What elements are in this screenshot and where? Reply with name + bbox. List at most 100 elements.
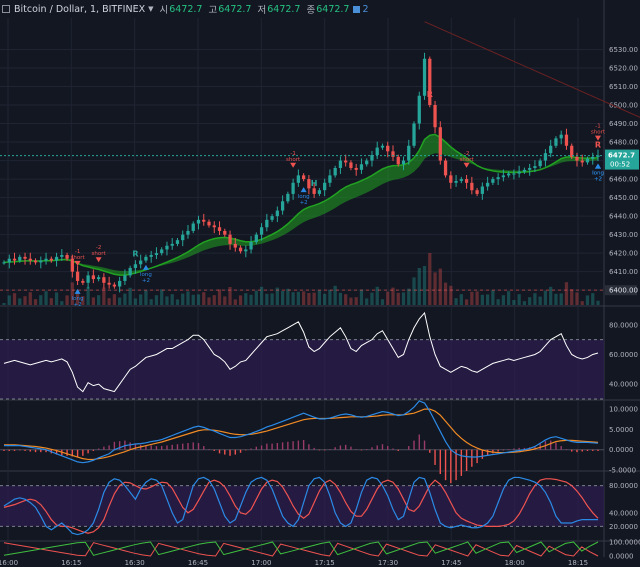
volume-bar — [317, 290, 322, 305]
volume-bar — [123, 293, 127, 305]
volume-bar — [54, 292, 59, 305]
candle-body — [139, 260, 143, 265]
candle-body — [175, 240, 180, 244]
candle-body — [570, 145, 574, 157]
candle-body — [512, 173, 516, 175]
buy-signal-label: long — [298, 194, 310, 200]
volume-bar — [580, 301, 584, 305]
candle-body — [412, 123, 416, 146]
sell-signal-sub: -1 — [75, 249, 80, 255]
candle-body — [449, 175, 453, 183]
y-tick-label: 6520.00 — [609, 64, 638, 72]
volume-bar — [207, 297, 211, 305]
candle-body — [54, 256, 59, 261]
candle-body — [438, 127, 442, 161]
ema-fast-line — [3, 133, 599, 276]
y-tick-label: 80.0000 — [609, 482, 638, 490]
volume-bar — [491, 290, 495, 305]
candle-body — [12, 258, 17, 261]
volume-bar — [191, 294, 195, 305]
volume-bar — [496, 299, 500, 305]
stoch-d-line — [3, 478, 599, 534]
candle-body — [317, 190, 322, 194]
volume-bar — [401, 292, 406, 305]
volume-bar — [175, 299, 180, 305]
ohlc-high-value: 6472.7 — [218, 3, 252, 15]
y-tick-label: 6440.00 — [609, 213, 638, 221]
last-price-label: 6472.7 — [608, 152, 635, 160]
volume-bar — [386, 291, 390, 305]
candle-body — [585, 158, 590, 163]
volume-bar — [139, 294, 143, 305]
indicator-count[interactable]: 2 — [362, 3, 369, 15]
candle-body — [328, 175, 332, 183]
stoch-k-line — [3, 476, 598, 536]
candle-body — [238, 247, 243, 252]
candle-body — [407, 145, 411, 161]
y-tick-label: 6490.00 — [609, 120, 638, 128]
pattern-marker: R — [595, 141, 601, 150]
volume-bar — [259, 286, 264, 305]
sell-arrow-icon — [290, 162, 297, 168]
candle-body — [18, 256, 22, 261]
volume-bar — [217, 289, 222, 305]
candle-body — [81, 280, 85, 283]
ohlc-low-label: 저 — [257, 5, 267, 16]
candle-body — [380, 145, 385, 148]
candle-body — [470, 182, 474, 191]
volume-bar — [443, 282, 448, 305]
volume-bar — [212, 295, 216, 305]
candle-body — [228, 234, 232, 244]
volume-bar — [428, 253, 432, 305]
volume-bar — [60, 301, 64, 305]
volume-bar — [107, 298, 111, 305]
collapse-icon[interactable] — [2, 5, 10, 13]
volume-bar — [2, 303, 6, 305]
volume-bar — [501, 295, 506, 305]
volume-bar — [538, 296, 542, 305]
volume-bar — [244, 293, 248, 305]
volume-bar — [412, 277, 416, 305]
candle-body — [133, 264, 138, 268]
volume-bar — [349, 297, 353, 305]
y-tick-label: 6500.00 — [609, 102, 638, 110]
buy-arrow-icon — [300, 187, 307, 193]
y-tick-label: 0.0000 — [609, 553, 634, 561]
x-tick-label: 17:45 — [441, 559, 461, 567]
candle-body — [480, 186, 484, 194]
candle-body — [559, 134, 563, 139]
buy-arrow-icon — [74, 288, 81, 294]
y-tick-label: 6530.00 — [609, 46, 638, 54]
candle-body — [517, 171, 521, 174]
candle-body — [491, 179, 495, 183]
candle-body — [28, 258, 32, 261]
candle-body — [196, 219, 201, 224]
buy-signal-sub: +2 — [594, 177, 602, 183]
volume-bar — [365, 298, 369, 305]
sell-signal-sub: -1 — [595, 124, 600, 130]
chevron-down-icon[interactable]: ▼ — [148, 5, 154, 13]
sell-signal-label: short — [92, 251, 107, 257]
volume-bar — [233, 299, 237, 305]
last-price-bg — [605, 149, 639, 170]
volume-bar — [449, 285, 453, 305]
indicator-square-icon[interactable] — [353, 5, 361, 13]
sell-signal-label: short — [286, 157, 301, 163]
y-tick-label: 100.0000 — [609, 539, 640, 547]
volume-bar — [543, 290, 548, 305]
volume-bar — [333, 285, 337, 305]
volume-bar — [307, 293, 311, 305]
volume-bar — [280, 291, 285, 305]
y-tick-label: 40.0000 — [609, 381, 638, 389]
buy-signal-label: long — [72, 296, 84, 302]
osc-red-line — [3, 542, 599, 557]
candle-body — [96, 277, 101, 280]
candle-body — [254, 234, 258, 243]
volume-bar — [485, 294, 490, 305]
volume-bar — [507, 291, 511, 305]
candle-body — [543, 153, 548, 161]
countdown-label: 00:52 — [610, 161, 630, 169]
symbol-title[interactable]: Bitcoin / Dollar, 1, BITFINEX — [14, 3, 146, 15]
candle-body — [428, 58, 432, 106]
